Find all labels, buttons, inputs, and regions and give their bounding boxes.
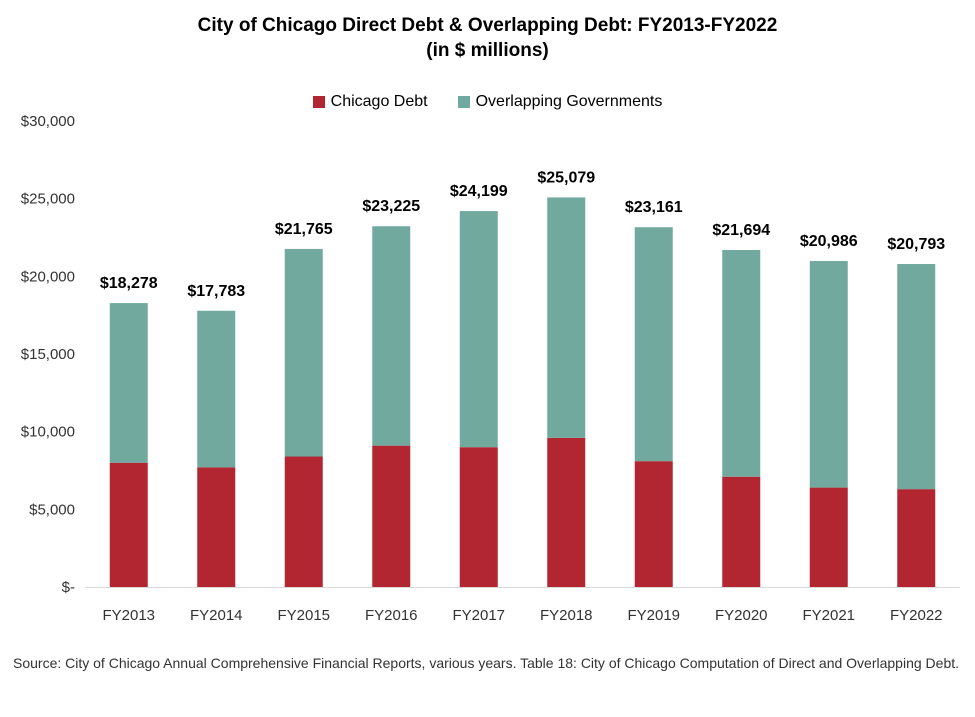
y-tick-label: $20,000 [21,268,75,285]
x-tick-label: FY2021 [802,607,855,624]
bar-overlapping-governments [547,197,586,438]
y-tick-label: $30,000 [21,113,75,130]
bar-overlapping-governments [459,211,498,448]
y-tick-label: $5,000 [29,501,75,518]
x-tick-label: FY2019 [627,607,680,624]
legend-label-chicago-debt: Chicago Debt [330,93,428,110]
chart-title: City of Chicago Direct Debt & Overlappin… [197,15,778,36]
total-data-label: $21,694 [712,222,770,239]
bar-chicago-debt [372,445,411,587]
x-tick-label: FY2015 [277,607,330,624]
total-data-label: $25,079 [537,169,595,186]
legend-swatch-overlapping-governments [457,96,470,108]
total-data-label: $18,278 [100,275,158,292]
total-data-label: $20,793 [887,236,945,253]
x-tick-label: FY2020 [715,607,768,624]
total-data-label: $23,225 [362,198,420,215]
x-tick-label: FY2013 [102,607,155,624]
x-tick-label: FY2022 [890,607,943,624]
bar-overlapping-governments [284,248,323,457]
bar-chicago-debt [722,476,761,587]
legend-label-overlapping-governments: Overlapping Governments [475,93,663,110]
bar-chicago-debt [634,461,673,587]
source-note: Source: City of Chicago Annual Comprehen… [13,655,960,671]
legend-item-chicago-debt: Chicago Debt [312,93,428,111]
total-data-label: $23,161 [625,199,683,216]
bar-chicago-debt [897,489,936,587]
bar-chicago-debt [197,467,236,587]
bar-chicago-debt [547,437,586,587]
y-tick-label: $25,000 [21,191,75,208]
legend-item-overlapping-governments: Overlapping Governments [457,93,663,111]
total-data-label: $21,765 [275,221,333,238]
bar-chicago-debt [284,456,323,587]
bar-overlapping-governments [634,227,673,462]
y-tick-label: $- [62,579,75,596]
bar-overlapping-governments [722,250,761,477]
x-tick-label: FY2014 [190,607,243,624]
y-tick-label: $10,000 [21,424,75,441]
bar-chicago-debt [109,462,148,587]
x-tick-label: FY2016 [365,607,418,624]
x-tick-label: FY2018 [540,607,593,624]
bar-chicago-debt [809,487,848,587]
bar-chicago-debt [459,447,498,587]
legend: Chicago Debt Overlapping Governments [0,93,975,111]
x-tick-label: FY2017 [452,607,505,624]
legend-swatch-chicago-debt [312,96,325,108]
bar-overlapping-governments [197,310,236,468]
bar-overlapping-governments [897,264,936,490]
bar-overlapping-governments [809,261,848,488]
total-data-label: $24,199 [450,183,508,200]
total-data-label: $20,986 [800,233,858,250]
bar-overlapping-governments [109,303,148,463]
total-data-label: $17,783 [187,283,245,300]
y-tick-label: $15,000 [21,346,75,363]
chart-subtitle: (in $ millions) [426,40,549,61]
bar-overlapping-governments [372,226,411,446]
